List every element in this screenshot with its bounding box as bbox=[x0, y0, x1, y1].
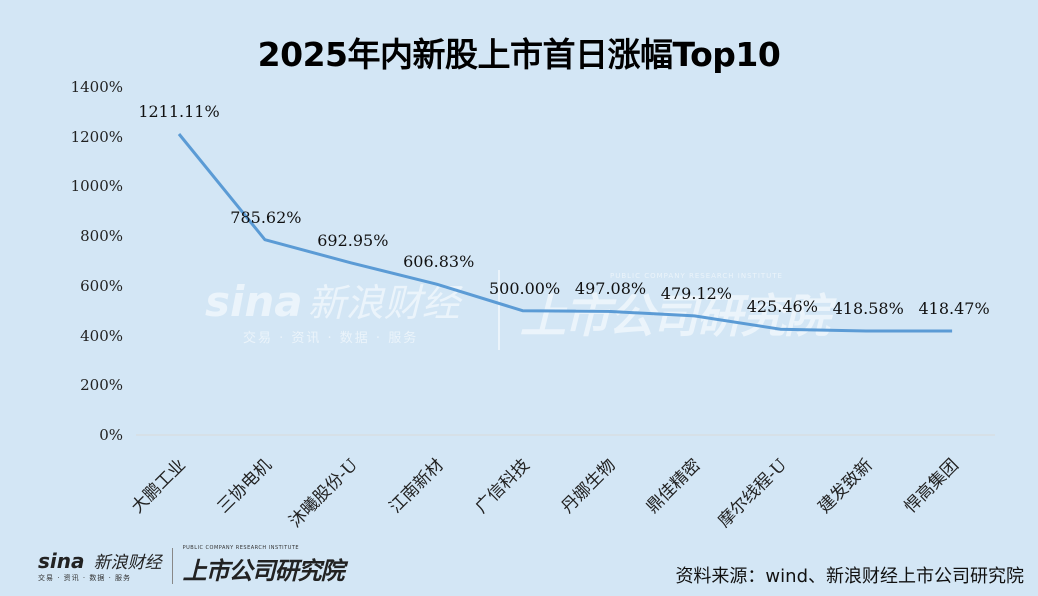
y-tick-label: 1400% bbox=[70, 78, 123, 96]
watermark-institute-en: PUBLIC COMPANY RESEARCH INSTITUTE bbox=[610, 272, 783, 280]
data-label: 1211.11% bbox=[138, 101, 220, 121]
data-label: 418.58% bbox=[832, 298, 904, 318]
sina-logo: sina 新浪财经 交易 · 资讯 · 数据 · 服务 bbox=[38, 548, 162, 583]
data-label: 497.08% bbox=[574, 279, 647, 299]
data-label: 500.00% bbox=[489, 278, 561, 298]
y-tick-label: 0% bbox=[99, 426, 123, 444]
watermark-sina-sub: 交易 · 资讯 · 数据 · 服务 bbox=[243, 331, 419, 346]
y-tick-label: 1000% bbox=[70, 177, 123, 196]
watermark-sina-logo: sina bbox=[205, 277, 303, 326]
data-label: 785.62% bbox=[230, 207, 302, 227]
data-label: 692.95% bbox=[317, 230, 389, 250]
chart-title: 2025年内新股上市首日涨幅Top10 bbox=[257, 35, 781, 74]
watermark-divider bbox=[498, 270, 500, 350]
data-label: 418.47% bbox=[918, 298, 990, 318]
data-label: 425.46% bbox=[746, 297, 818, 317]
watermark-sina-cn: 新浪财经 bbox=[307, 281, 460, 325]
logo-divider bbox=[171, 547, 173, 584]
source-note: 资料来源：wind、新浪财经上市公司研究院 bbox=[675, 566, 1024, 587]
y-tick-label: 600% bbox=[80, 276, 123, 295]
institute-logo-en: PUBLIC COMPANY RESEARCH INSTITUTE bbox=[182, 545, 300, 551]
data-label: 606.83% bbox=[403, 252, 475, 272]
y-tick-label: 1200% bbox=[70, 127, 123, 146]
series-line bbox=[177, 133, 953, 333]
y-tick-label: 200% bbox=[80, 376, 123, 395]
sina-logo-sub: 交易 · 资讯 · 数据 · 服务 bbox=[38, 574, 132, 582]
watermark-sina: sina 新浪财经 交易 · 资讯 · 数据 · 服务 bbox=[205, 272, 460, 346]
institute-logo: PUBLIC COMPANY RESEARCH INSTITUTE 上市公司研究… bbox=[182, 545, 345, 586]
y-tick-label: 400% bbox=[80, 326, 123, 345]
y-tick-label: 800% bbox=[80, 227, 123, 246]
sina-logo-text: sina bbox=[38, 549, 85, 573]
footer-logo: sina 新浪财经 交易 · 资讯 · 数据 · 服务 PUBLIC COMPA… bbox=[38, 545, 345, 586]
data-label: 479.12% bbox=[660, 283, 732, 303]
sina-logo-cn: 新浪财经 bbox=[93, 553, 162, 573]
institute-logo-cn: 上市公司研究院 bbox=[182, 557, 345, 585]
